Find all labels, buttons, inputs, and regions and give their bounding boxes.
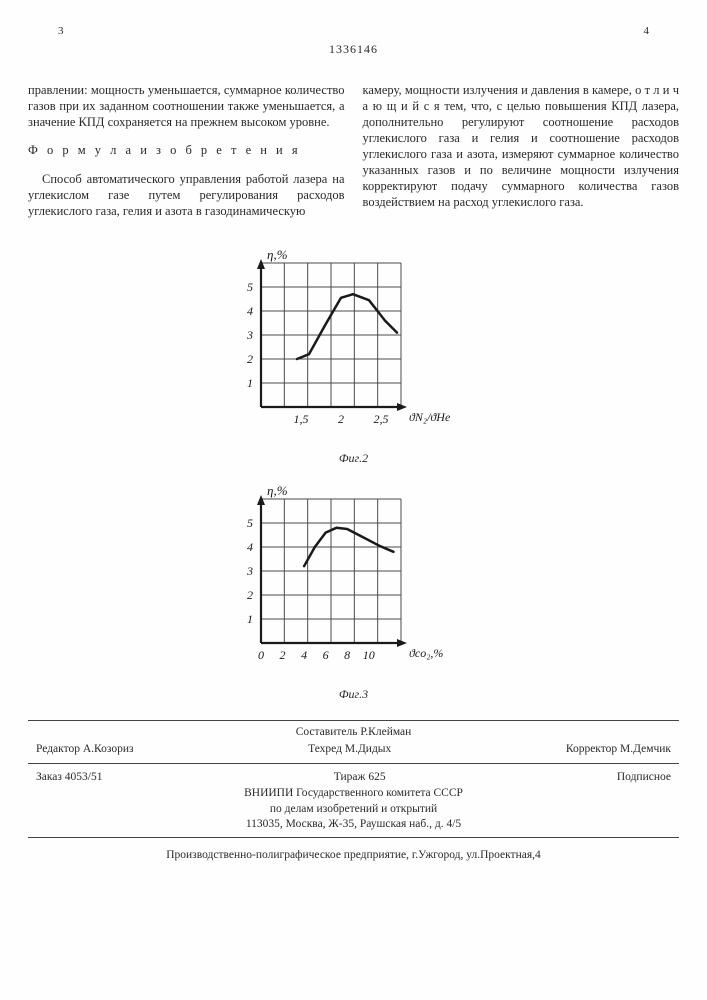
- svg-text:ϑN₂/ϑНе: ϑN₂/ϑНе: [409, 410, 451, 424]
- svg-text:η,%: η,%: [267, 247, 288, 262]
- svg-text:2,5: 2,5: [373, 412, 388, 426]
- svg-text:5: 5: [247, 280, 253, 294]
- svg-text:5: 5: [247, 516, 253, 530]
- svg-text:η,%: η,%: [267, 483, 288, 498]
- svg-text:3: 3: [246, 564, 253, 578]
- credits-row: Редактор А.Козориз Техред М.Дидых Коррек…: [28, 740, 679, 759]
- pub-row: Заказ 4053/51 Тираж 625 Подписное: [28, 768, 679, 787]
- page-right: 4: [644, 24, 650, 38]
- left-p1: правлении: мощность уменьшается, суммарн…: [28, 82, 345, 130]
- page-left: 3: [58, 24, 64, 38]
- left-column: правлении: мощность уменьшается, суммарн…: [28, 69, 345, 231]
- footer: Составитель Р.Клейман Редактор А.Козориз…: [28, 720, 679, 862]
- org-addr: 113035, Москва, Ж-35, Раушская наб., д. …: [28, 817, 679, 833]
- svg-text:0: 0: [258, 648, 264, 662]
- chart-fig2-svg: 1 2 3 4 5 1,5 2 2,5 η,% ϑN₂/ϑНе: [219, 245, 489, 445]
- chart-fig3: 1 2 3 4 5 0 2 4 6 8 10 η,% ϑco₂,% Фиг.3: [28, 481, 679, 702]
- divider: [28, 720, 679, 721]
- svg-text:2: 2: [279, 648, 285, 662]
- org1: ВНИИПИ Государственного комитета СССР: [28, 786, 679, 802]
- svg-text:4: 4: [301, 648, 307, 662]
- svg-text:4: 4: [247, 540, 253, 554]
- techred: Техред М.Дидых: [308, 742, 391, 757]
- org2: по делам изобретений и открытий: [28, 802, 679, 818]
- left-p2: Способ автоматического управления работо…: [28, 171, 345, 219]
- svg-text:2: 2: [247, 352, 253, 366]
- right-column: камеру, мощности излучения и давления в …: [363, 69, 680, 231]
- compiler: Составитель Р.Клейман: [28, 725, 679, 740]
- sub: Подписное: [617, 770, 671, 785]
- right-p1: камеру, мощности излучения и давления в …: [363, 82, 680, 210]
- order-no: Заказ 4053/51: [36, 770, 103, 785]
- chart-fig3-caption: Фиг.3: [28, 687, 679, 702]
- svg-text:1: 1: [247, 612, 253, 626]
- svg-text:6: 6: [322, 648, 328, 662]
- org-block: ВНИИПИ Государственного комитета СССР по…: [28, 786, 679, 833]
- chart-fig2-caption: Фиг.2: [28, 451, 679, 466]
- text-columns: правлении: мощность уменьшается, суммарн…: [28, 69, 679, 231]
- svg-text:10: 10: [362, 648, 374, 662]
- document-number: 1336146: [28, 42, 679, 57]
- tirazh: Тираж 625: [334, 770, 386, 785]
- svg-text:2: 2: [247, 588, 253, 602]
- svg-text:2: 2: [338, 412, 344, 426]
- chart-fig3-svg: 1 2 3 4 5 0 2 4 6 8 10 η,% ϑco₂,%: [219, 481, 489, 681]
- svg-text:ϑco₂,%: ϑco₂,%: [409, 646, 443, 660]
- svg-text:3: 3: [246, 328, 253, 342]
- divider: [28, 837, 679, 838]
- page-numbers: 3 4: [28, 24, 679, 38]
- svg-text:8: 8: [344, 648, 350, 662]
- chart-fig2: 1 2 3 4 5 1,5 2 2,5 η,% ϑN₂/ϑНе Фиг.2: [28, 245, 679, 466]
- bottom-line: Производственно-полиграфическое предприя…: [28, 848, 679, 863]
- corrector: Корректор М.Демчик: [566, 742, 671, 757]
- divider: [28, 763, 679, 764]
- svg-text:4: 4: [247, 304, 253, 318]
- formula-title: Ф о р м у л а и з о б р е т е н и я: [28, 142, 345, 158]
- svg-text:1,5: 1,5: [293, 412, 308, 426]
- editor: Редактор А.Козориз: [36, 742, 134, 757]
- svg-text:1: 1: [247, 376, 253, 390]
